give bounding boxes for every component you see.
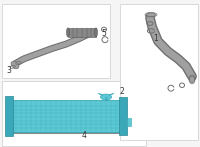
Text: 5: 5 [102, 29, 106, 38]
Bar [127, 118, 131, 126]
Ellipse shape [66, 28, 70, 37]
Polygon shape [98, 93, 104, 96]
Bar [119, 97, 127, 135]
FancyBboxPatch shape [120, 4, 198, 140]
Bar [5, 96, 13, 136]
Ellipse shape [101, 94, 112, 100]
FancyBboxPatch shape [2, 81, 146, 146]
Bar [68, 28, 96, 37]
Text: 3: 3 [7, 66, 11, 75]
Ellipse shape [11, 61, 19, 69]
Text: 2: 2 [120, 87, 124, 96]
Text: 4: 4 [82, 131, 86, 141]
Bar [10, 100, 120, 132]
FancyBboxPatch shape [2, 4, 110, 78]
Ellipse shape [95, 28, 98, 37]
Text: 1: 1 [154, 34, 158, 43]
Polygon shape [108, 93, 114, 96]
Bar [12, 102, 122, 134]
Ellipse shape [190, 76, 194, 83]
Ellipse shape [146, 13, 156, 17]
